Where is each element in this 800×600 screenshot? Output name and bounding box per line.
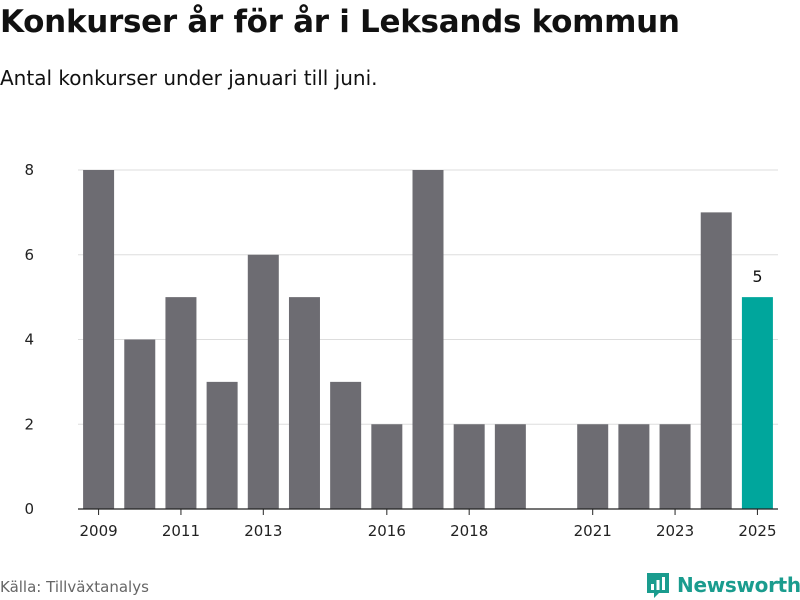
y-tick-label: 2 — [24, 415, 34, 433]
data-label-2025: 5 — [752, 267, 762, 286]
brand-name: Newsworthy — [677, 573, 800, 597]
y-tick-label: 4 — [24, 331, 34, 349]
x-tick-label: 2016 — [368, 522, 406, 540]
bar-2021 — [577, 424, 609, 509]
axes — [78, 508, 778, 515]
x-tick-label: 2025 — [738, 522, 776, 540]
bar-2015 — [330, 381, 362, 509]
bar-2019 — [494, 424, 526, 509]
y-tick-label: 0 — [24, 500, 34, 518]
newsworthy-logo-icon — [647, 573, 669, 598]
bar-2009 — [83, 170, 115, 509]
x-tick-label: 2009 — [79, 522, 117, 540]
bars — [83, 170, 773, 509]
bar-2017 — [412, 170, 444, 509]
chart-title: Konkurser år för år i Leksands kommun — [0, 4, 680, 40]
bar-2025 — [741, 297, 773, 509]
bar-2022 — [618, 424, 650, 509]
y-tick-label: 6 — [24, 246, 34, 264]
bar-2024 — [700, 212, 732, 509]
bar-2018 — [453, 424, 485, 509]
brand: Newsworthy — [645, 570, 800, 600]
x-tick-label: 2021 — [574, 522, 612, 540]
bar-2014 — [288, 297, 320, 509]
labels: 0 2 4 6 8 2009 2011 2013 2016 2018 2021 2023 2025 5 — [24, 161, 776, 540]
bar-2012 — [206, 381, 238, 509]
x-tick-label: 2011 — [162, 522, 200, 540]
bar-2010 — [124, 339, 156, 509]
x-tick-label: 2018 — [450, 522, 488, 540]
source-note: Källa: Tillväxtanalys — [0, 578, 149, 596]
x-tick-label: 2023 — [656, 522, 694, 540]
bar-chart: 0 2 4 6 8 2009 2011 2013 2016 2018 2021 2023 2025 5 — [24, 161, 778, 540]
chart-subtitle: Antal konkurser under januari till juni. — [0, 66, 378, 90]
x-tick-label: 2013 — [244, 522, 282, 540]
bar-2013 — [247, 254, 279, 509]
bar-2011 — [165, 297, 197, 509]
bar-2023 — [659, 424, 691, 509]
y-tick-label: 8 — [24, 161, 34, 179]
bar-2016 — [371, 424, 403, 509]
